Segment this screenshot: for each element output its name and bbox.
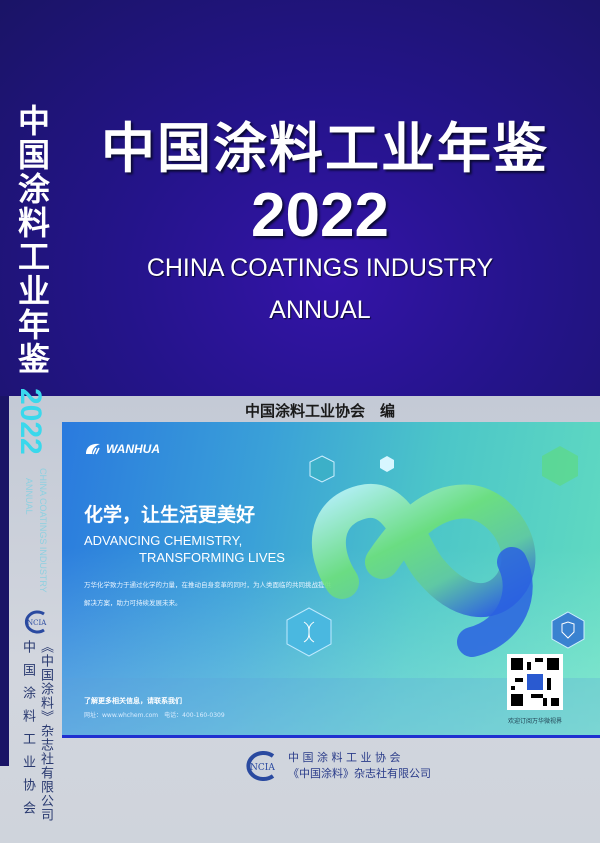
spine-year: 2022 <box>14 388 47 455</box>
spine-char: 国 <box>17 136 50 174</box>
cover-title-cn: 中国涂料工业年鉴 <box>101 117 549 180</box>
cover-year: 2022 <box>251 181 389 250</box>
slogan-en-line1: ADVANCING CHEMISTRY, <box>84 533 243 548</box>
spine-char: 年 <box>17 306 50 344</box>
spine-char: 工 <box>17 238 50 276</box>
contact-heading: 了解更多相关信息，请联系我们 <box>84 697 182 705</box>
publisher-association: 中 国 涂 料 工 业 协 会 <box>288 751 401 764</box>
cover-title-en-line1: CHINA COATINGS INDUSTRY <box>146 254 494 282</box>
spine-char: 涂 <box>17 170 50 208</box>
qr-code[interactable] <box>507 654 563 710</box>
cover-top-background <box>0 0 600 396</box>
infinity-hexagon-graphic <box>309 446 585 657</box>
spine-publisher-association: 中国涂料工业协会 <box>20 640 35 824</box>
wanhua-logo: WANHUA <box>84 442 160 456</box>
contact-line: 网址：www.whchem.com 电话：400-160-0309 <box>84 712 225 719</box>
hexagon-icon <box>309 455 335 483</box>
publisher-block: NCIA 中 国 涂 料 工 业 协 会 《中国涂料》杂志社有限公司 <box>244 750 431 782</box>
spine-en-line1: CHINA COATINGS INDUSTRY <box>38 468 48 593</box>
spine-publisher-magazine: 《中国涂料》杂志社有限公司 <box>38 640 53 822</box>
spine-en-line2: ANNUAL <box>24 478 34 515</box>
ad-body-text: 万华化学致力于通过化学的力量，在推动自身变革的同时，为人类面临的共同挑战提供解决… <box>84 581 331 607</box>
svg-text:NCIA: NCIA <box>250 763 275 773</box>
spine-char: 业 <box>17 272 50 310</box>
wanhua-brand: WANHUA <box>106 442 160 456</box>
qr-caption: 欢迎订阅万华微视界 <box>507 718 562 725</box>
publisher-magazine: 《中国涂料》杂志社有限公司 <box>288 767 431 780</box>
hexagon-icon <box>380 456 394 472</box>
cover-title-en-line2: ANNUAL <box>269 296 371 324</box>
shield-hexagon-icon <box>551 611 585 649</box>
spine-char: 中 <box>17 102 50 140</box>
dna-hexagon-icon <box>286 607 332 657</box>
wanhua-advertisement: WANHUA 化学，让生活更美好 ADVANCING CHEMISTRY, TR… <box>62 422 600 738</box>
svg-text:NCIA: NCIA <box>27 619 47 627</box>
spine-char: 料 <box>17 204 50 242</box>
slogan-en-line2: TRANSFORMING LIVES <box>139 550 285 565</box>
hexagon-icon <box>542 446 578 486</box>
spine-title: 中 国 涂 料 工 业 年 鉴 <box>14 104 54 376</box>
spine-stripe <box>0 396 9 766</box>
ncia-logo: NCIA <box>246 751 275 781</box>
wanhua-leaf-icon <box>86 443 100 455</box>
spine-char: 鉴 <box>17 340 50 378</box>
cover-editor: 中国涂料工业协会 编 <box>244 402 395 420</box>
slogan-cn: 化学，让生活更美好 <box>84 504 256 526</box>
spine-ncia-logo: NCIA <box>22 610 48 638</box>
